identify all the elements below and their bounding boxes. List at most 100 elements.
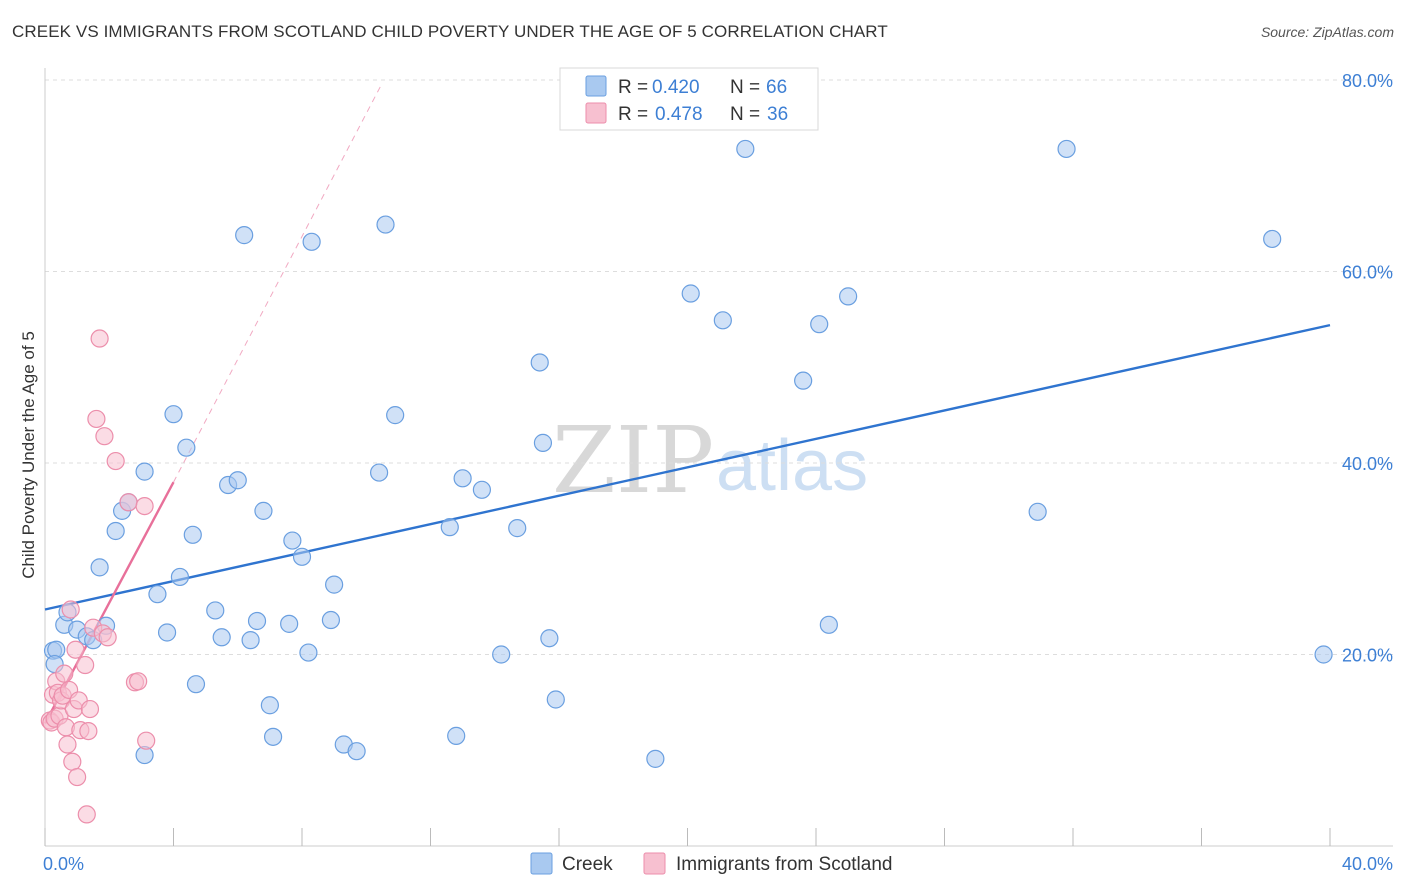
bottom-legend-scotland-label: Immigrants from Scotland (676, 854, 892, 875)
scotland-point-17 (68, 767, 87, 787)
creek-point-58 (794, 371, 813, 390)
creek-point-28 (247, 611, 267, 631)
creek-point-40 (347, 742, 366, 761)
scotland-point-20 (76, 655, 95, 675)
scotland-point-30 (106, 451, 125, 471)
creek-point-30 (260, 696, 279, 715)
legend-creek-n-value: 66 (766, 77, 787, 98)
scotland-point-28 (95, 427, 114, 446)
creek-point-15 (157, 623, 177, 642)
watermark-zip: ZIP (552, 407, 714, 514)
creek-point-13 (135, 462, 154, 481)
legend-creek-swatch (585, 75, 607, 97)
source-credit: Source: ZipAtlas.com (1260, 24, 1394, 40)
legend-scotland-n-value: 36 (767, 104, 788, 125)
watermark: ZIP atlas (552, 407, 868, 514)
scotland-point-31 (119, 493, 138, 512)
y-tick-label-0: 20.0% (1342, 646, 1393, 666)
creek-point-59 (810, 315, 829, 334)
creek-point-23 (212, 628, 231, 647)
creek-trend-line (44, 323, 1331, 611)
creek-point-33 (283, 531, 302, 550)
creek-point-53 (546, 690, 565, 709)
creek-point-45 (447, 726, 466, 745)
creek-point-65 (1314, 645, 1333, 664)
scotland-point-25 (87, 409, 106, 429)
y-tick-label-2: 60.0% (1342, 263, 1393, 283)
creek-point-29 (254, 501, 273, 520)
creek-point-62 (1028, 502, 1047, 521)
scotland-point-33 (129, 672, 148, 691)
creek-point-37 (321, 610, 341, 630)
watermark-atlas: atlas (716, 426, 868, 506)
scotland-point-22 (79, 721, 98, 741)
creek-point-50 (530, 353, 549, 372)
legend-creek-r-label: R = (618, 77, 648, 98)
trend-lines (43, 82, 1331, 725)
creek-point-35 (299, 643, 318, 662)
creek-point-34 (292, 547, 312, 566)
creek-point-49 (508, 519, 527, 538)
legend-creek-r-value: 0.420 (652, 77, 700, 98)
legend-scotland-r-value: 0.478 (655, 104, 703, 125)
creek-point-9 (90, 558, 109, 577)
scotland-point-34 (135, 496, 154, 516)
bottom-legend-creek-swatch (530, 852, 553, 875)
x-tick-label-0: 0.0% (43, 854, 84, 874)
creek-point-32 (280, 614, 299, 633)
legend-scotland-swatch (585, 102, 607, 124)
creek-point-38 (325, 575, 344, 594)
scotland-point-26 (90, 329, 109, 348)
creek-point-55 (681, 284, 700, 303)
creek-point-54 (646, 749, 665, 768)
creek-point-63 (1057, 139, 1076, 159)
creek-point-20 (183, 525, 202, 544)
scotland-point-29 (98, 628, 117, 647)
bottom-legend-scotland-swatch (643, 852, 666, 875)
bottom-legend-creek-label: Creek (562, 854, 613, 875)
scotland-point-9 (55, 664, 74, 683)
creek-point-19 (177, 438, 196, 457)
scotland-point-35 (137, 731, 156, 750)
creek-point-27 (241, 631, 260, 650)
creek-point-10 (106, 521, 125, 541)
legend-creek-n-label: N = (730, 77, 760, 98)
y-axis-label: Child Poverty Under the Age of 5 (19, 331, 38, 579)
chart-title: CREEK VS IMMIGRANTS FROM SCOTLAND CHILD … (12, 22, 888, 41)
data-points (40, 139, 1333, 824)
creek-point-60 (819, 615, 838, 634)
tick-labels: 20.0% 40.0% 60.0% 80.0% 0.0% 40.0% (43, 71, 1393, 874)
creek-point-51 (533, 433, 553, 452)
gridlines (45, 79, 1393, 655)
scotland-point-16 (66, 640, 85, 659)
scotland-point-14 (63, 752, 82, 771)
y-tick-label-1: 40.0% (1342, 454, 1393, 474)
y-tick-label-3: 80.0% (1342, 71, 1393, 91)
creek-point-46 (453, 469, 472, 488)
creek-point-57 (736, 139, 755, 159)
creek-point-22 (206, 601, 225, 620)
scotland-point-23 (80, 699, 100, 719)
creek-point-17 (164, 405, 183, 424)
creek-point-64 (1263, 229, 1282, 249)
x-tick-label-1: 40.0% (1342, 854, 1393, 874)
scotland-point-11 (58, 735, 77, 754)
creek-point-18 (170, 567, 190, 587)
creek-point-56 (713, 311, 732, 330)
legend-scotland-n-label: N = (730, 104, 760, 125)
creek-point-44 (440, 518, 459, 537)
legend-scotland-r-label: R = (618, 104, 648, 125)
scotland-point-13 (61, 600, 80, 619)
legend-box: R = 0.420 N = 66 R = 0.478 N = 36 (559, 67, 819, 131)
scotland-trend-extension (173, 82, 383, 483)
creek-point-52 (540, 629, 559, 648)
creek-point-25 (228, 471, 247, 490)
creek-point-47 (472, 480, 491, 499)
creek-point-26 (235, 226, 254, 245)
creek-point-43 (386, 406, 405, 425)
creek-point-42 (376, 215, 395, 234)
creek-point-61 (839, 287, 858, 306)
creek-point-48 (492, 645, 511, 664)
creek-point-31 (263, 727, 283, 746)
